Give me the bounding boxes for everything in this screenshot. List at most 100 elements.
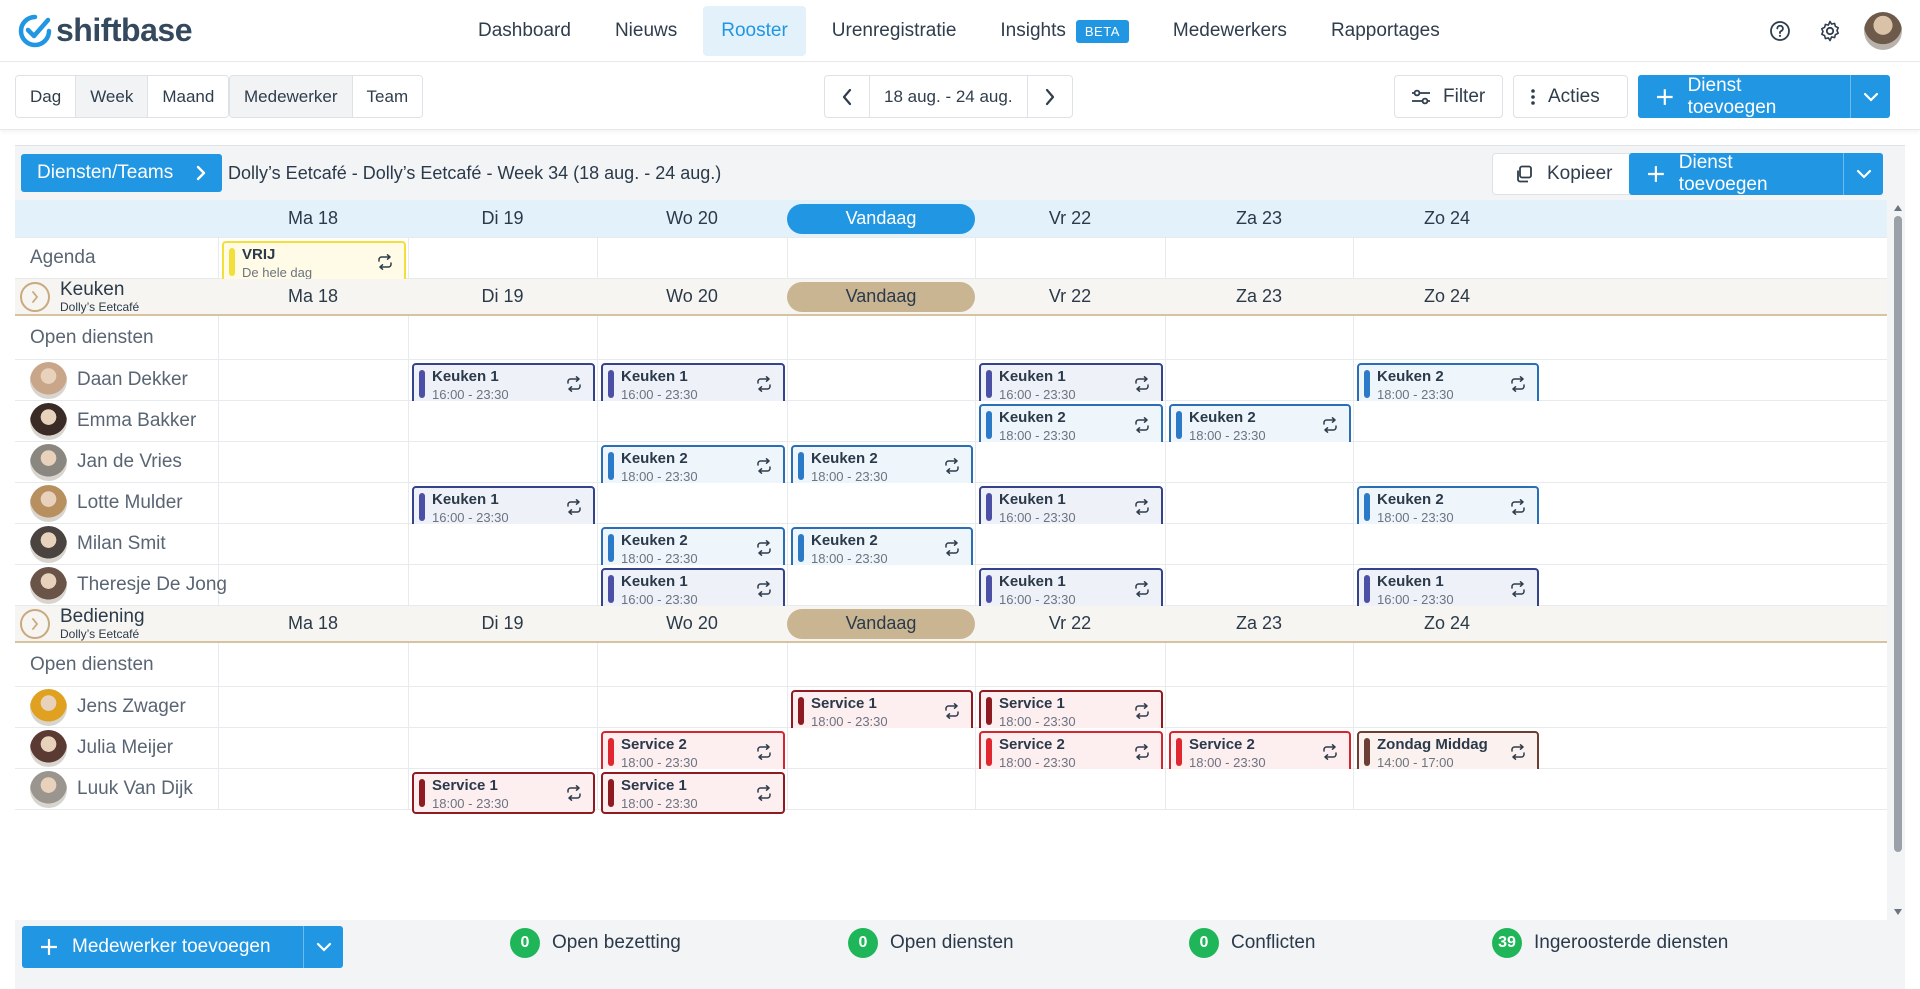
day-cell[interactable] xyxy=(787,316,975,359)
employee-label[interactable]: Theresje De Jong xyxy=(30,565,227,605)
employee-label[interactable]: Jan de Vries xyxy=(30,442,182,482)
tab-maand[interactable]: Maand xyxy=(148,76,229,117)
shifts-teams-button[interactable]: Diensten/Teams xyxy=(21,154,222,192)
repeat-shift-icon[interactable] xyxy=(943,703,961,719)
repeat-shift-icon[interactable] xyxy=(565,499,583,515)
shift-card[interactable]: Service 1 18:00 - 23:30 xyxy=(979,690,1163,732)
repeat-shift-icon[interactable] xyxy=(755,540,773,556)
day-cell[interactable] xyxy=(408,442,597,482)
today-pill[interactable]: Vandaag xyxy=(787,203,975,234)
shift-card[interactable]: Keuken 1 16:00 - 23:30 xyxy=(1357,568,1539,610)
add-shift-button[interactable]: Dienst toevoegen xyxy=(1638,75,1850,118)
nav-item-rooster[interactable]: Rooster xyxy=(703,6,806,56)
shift-card[interactable]: Keuken 1 16:00 - 23:30 xyxy=(979,363,1163,405)
day-cell[interactable] xyxy=(218,483,408,523)
day-cell[interactable] xyxy=(1165,401,1353,441)
day-cell[interactable] xyxy=(218,687,408,727)
day-cell[interactable] xyxy=(1353,565,1541,605)
repeat-shift-icon[interactable] xyxy=(755,458,773,474)
scroll-up-icon[interactable] xyxy=(1893,204,1903,212)
repeat-shift-icon[interactable] xyxy=(755,785,773,801)
date-range[interactable]: 18 aug. - 24 aug. xyxy=(869,76,1028,117)
add-employee-dropdown-toggle[interactable] xyxy=(303,926,343,968)
shift-card[interactable]: Service 2 18:00 - 23:30 xyxy=(1169,731,1351,773)
day-cell[interactable] xyxy=(408,769,597,809)
day-cell[interactable] xyxy=(975,728,1165,768)
day-cell[interactable] xyxy=(408,316,597,359)
day-cell[interactable] xyxy=(218,401,408,441)
day-cell[interactable] xyxy=(218,769,408,809)
day-cell[interactable] xyxy=(597,238,787,278)
day-cell[interactable] xyxy=(1353,687,1541,727)
employee-label[interactable]: Emma Bakker xyxy=(30,401,196,441)
day-cell[interactable] xyxy=(408,360,597,400)
team-expand-toggle[interactable] xyxy=(20,608,50,639)
today-pill[interactable]: Vandaag xyxy=(787,281,975,312)
repeat-shift-icon[interactable] xyxy=(1133,744,1151,760)
repeat-shift-icon[interactable] xyxy=(1133,499,1151,515)
day-cell[interactable] xyxy=(408,728,597,768)
help-icon[interactable] xyxy=(1764,15,1796,47)
day-cell[interactable] xyxy=(218,442,408,482)
day-cell[interactable] xyxy=(597,316,787,359)
shift-card[interactable]: Keuken 2 18:00 - 23:30 xyxy=(1357,363,1539,405)
day-cell[interactable] xyxy=(597,401,787,441)
day-cell[interactable] xyxy=(975,401,1165,441)
day-cell[interactable] xyxy=(975,687,1165,727)
tab-dag[interactable]: Dag xyxy=(16,76,77,117)
shift-card[interactable]: Service 2 18:00 - 23:30 xyxy=(979,731,1163,773)
repeat-shift-icon[interactable] xyxy=(1509,376,1527,392)
panel-add-shift-button[interactable]: Dienst toevoegen xyxy=(1629,152,1843,195)
team-expand-toggle[interactable] xyxy=(20,281,50,312)
repeat-shift-icon[interactable] xyxy=(943,540,961,556)
shift-card[interactable]: Service 1 18:00 - 23:30 xyxy=(601,772,785,814)
shift-card[interactable]: Keuken 1 16:00 - 23:30 xyxy=(412,486,595,528)
day-cell[interactable] xyxy=(597,687,787,727)
day-cell[interactable] xyxy=(787,524,975,564)
day-cell[interactable] xyxy=(1165,769,1353,809)
day-cell[interactable] xyxy=(1165,524,1353,564)
day-cell[interactable] xyxy=(597,442,787,482)
nav-item-dashboard[interactable]: Dashboard xyxy=(460,6,589,56)
day-cell[interactable] xyxy=(1165,316,1353,359)
day-cell[interactable] xyxy=(1353,360,1541,400)
day-cell[interactable] xyxy=(1353,238,1541,278)
shift-card[interactable]: Keuken 1 16:00 - 23:30 xyxy=(601,363,785,405)
repeat-shift-icon[interactable] xyxy=(1509,581,1527,597)
day-cell[interactable] xyxy=(218,565,408,605)
previous-week-button[interactable] xyxy=(825,76,869,117)
day-cell[interactable] xyxy=(1165,442,1353,482)
shift-card[interactable]: Keuken 1 16:00 - 23:30 xyxy=(601,568,785,610)
employee-label[interactable]: Milan Smit xyxy=(30,524,166,564)
repeat-shift-icon[interactable] xyxy=(565,376,583,392)
day-cell[interactable] xyxy=(1165,687,1353,727)
shift-card[interactable]: Keuken 2 18:00 - 23:30 xyxy=(601,445,785,487)
next-week-button[interactable] xyxy=(1028,76,1072,117)
shift-card[interactable]: Keuken 2 18:00 - 23:30 xyxy=(791,445,973,487)
agenda-item[interactable]: VRIJ De hele dag xyxy=(222,241,406,283)
employee-label[interactable]: Daan Dekker xyxy=(30,360,188,400)
filter-button[interactable]: Filter xyxy=(1394,75,1503,118)
add-shift-dropdown-toggle[interactable] xyxy=(1850,75,1890,118)
day-cell[interactable] xyxy=(975,483,1165,523)
day-cell[interactable] xyxy=(1165,728,1353,768)
shiftbase-logo[interactable]: shiftbase xyxy=(18,12,192,49)
day-cell[interactable] xyxy=(1353,483,1541,523)
settings-gear-icon[interactable] xyxy=(1814,15,1846,47)
day-cell[interactable] xyxy=(1165,238,1353,278)
copy-button[interactable]: Kopieer xyxy=(1492,153,1634,195)
day-cell[interactable] xyxy=(787,442,975,482)
nav-item-rapportages[interactable]: Rapportages xyxy=(1313,6,1458,56)
day-cell[interactable] xyxy=(408,483,597,523)
tab-team[interactable]: Team xyxy=(352,76,423,117)
repeat-shift-icon[interactable] xyxy=(755,581,773,597)
scroll-thumb[interactable] xyxy=(1894,216,1902,852)
shift-card[interactable]: Keuken 2 18:00 - 23:30 xyxy=(791,527,973,569)
shift-card[interactable]: Service 1 18:00 - 23:30 xyxy=(412,772,595,814)
repeat-shift-icon[interactable] xyxy=(565,785,583,801)
day-cell[interactable] xyxy=(408,565,597,605)
day-cell[interactable] xyxy=(408,238,597,278)
shift-card[interactable]: Keuken 2 18:00 - 23:30 xyxy=(979,404,1163,446)
repeat-shift-icon[interactable] xyxy=(1509,499,1527,515)
day-cell[interactable] xyxy=(1165,360,1353,400)
